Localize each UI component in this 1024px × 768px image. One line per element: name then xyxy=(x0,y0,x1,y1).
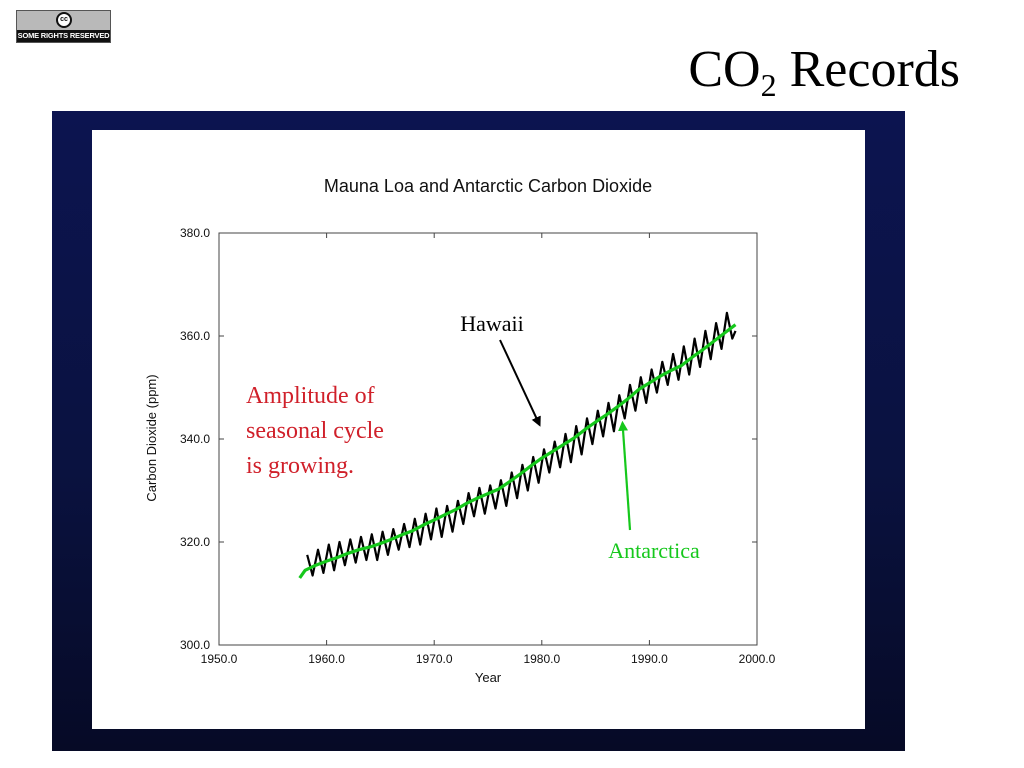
hawaii-arrow xyxy=(499,339,541,427)
amplitude-note-line-2: seasonal cycle xyxy=(246,418,384,444)
x-ticks: 1950.0 1960.0 1970.0 1980.0 1990.0 2000.0 xyxy=(201,233,776,666)
x-tick-label: 2000.0 xyxy=(739,652,776,666)
x-tick-label: 1980.0 xyxy=(523,652,560,666)
x-tick-label: 1970.0 xyxy=(416,652,453,666)
cc-badge-text: SOME RIGHTS RESERVED xyxy=(17,30,110,42)
y-tick-label: 360.0 xyxy=(180,329,210,343)
y-ticks: 300.0 320.0 340.0 360.0 380.0 xyxy=(180,226,757,652)
y-tick-label: 320.0 xyxy=(180,535,210,549)
cc-license-badge[interactable]: cc SOME RIGHTS RESERVED xyxy=(16,10,111,43)
plot-panel xyxy=(92,130,865,729)
x-tick-label: 1950.0 xyxy=(201,652,238,666)
slide-title-rest: Records xyxy=(776,41,960,98)
y-tick-label: 340.0 xyxy=(180,432,210,446)
x-axis-label: Year xyxy=(475,670,502,685)
amplitude-note-line-1: Amplitude of xyxy=(246,383,375,409)
cc-icon: cc xyxy=(56,12,72,28)
slide-title-subscript: 2 xyxy=(760,67,777,103)
x-tick-label: 1990.0 xyxy=(631,652,668,666)
antarctica-arrow xyxy=(618,420,632,531)
x-tick-label: 1960.0 xyxy=(308,652,345,666)
antarctica-label: Antarctica xyxy=(608,538,700,563)
series-hawaii-line xyxy=(306,311,737,577)
slide-title: CO2 Records xyxy=(600,40,960,103)
amplitude-note-line-3: is growing. xyxy=(246,453,354,479)
y-axis-label: Carbon Dioxide (ppm) xyxy=(144,374,159,501)
chart-title: Mauna Loa and Antarctic Carbon Dioxide xyxy=(324,176,652,196)
series-layer xyxy=(298,311,737,579)
series-antarctica-line xyxy=(298,323,737,579)
slide-title-main: CO xyxy=(688,41,761,98)
y-tick-label: 300.0 xyxy=(180,638,210,652)
hawaii-label: Hawaii xyxy=(460,311,524,336)
y-tick-label: 380.0 xyxy=(180,226,210,240)
